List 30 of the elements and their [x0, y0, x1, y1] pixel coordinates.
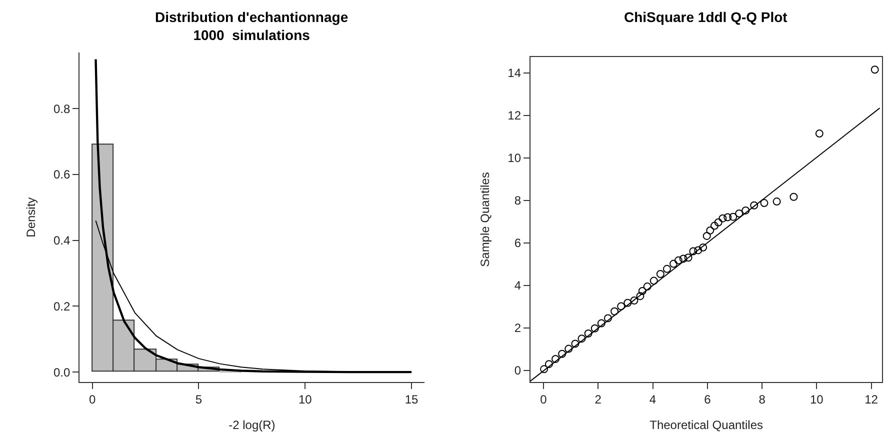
x-tick-label: 2	[594, 392, 602, 406]
y-axis-title: Density	[24, 197, 38, 238]
y-tick-label: 0.0	[53, 365, 70, 380]
x-tick-label: 10	[298, 392, 312, 406]
x-tick-label: 12	[864, 392, 878, 406]
x-tick-label: 10	[810, 392, 824, 406]
x-axis-title: Theoretical Quantiles	[650, 418, 764, 432]
x-tick-label: 6	[704, 392, 712, 406]
y-axis-title: Sample Quantiles	[478, 172, 492, 267]
x-tick-label: 8	[758, 392, 766, 406]
y-tick-label: 0	[514, 364, 522, 378]
x-tick-label: 15	[404, 392, 419, 406]
y-tick-label: 0.6	[53, 168, 70, 182]
y-tick-label: 8	[514, 194, 522, 208]
y-tick-label: 12	[508, 108, 522, 123]
chart-title: ChiSquare 1ddl Q-Q Plot	[624, 9, 788, 25]
y-tick-label: 2	[514, 321, 522, 336]
y-tick-label: 0.2	[53, 299, 70, 314]
x-tick-label: 4	[649, 392, 656, 406]
y-tick-label: 0.8	[53, 102, 70, 116]
x-tick-label: 5	[195, 392, 202, 406]
chart-title: Distribution d'echantionnage 1000 simulations	[155, 9, 348, 44]
y-tick-label: 0.4	[53, 234, 70, 248]
y-tick-label: 10	[508, 151, 522, 166]
x-axis-title: -2 log(R)	[228, 418, 276, 432]
y-tick-label: 6	[514, 236, 522, 250]
x-tick-label: 0	[540, 392, 548, 406]
y-tick-label: 14	[508, 66, 522, 80]
x-tick-label: 0	[88, 392, 96, 406]
y-tick-label: 4	[514, 278, 522, 293]
